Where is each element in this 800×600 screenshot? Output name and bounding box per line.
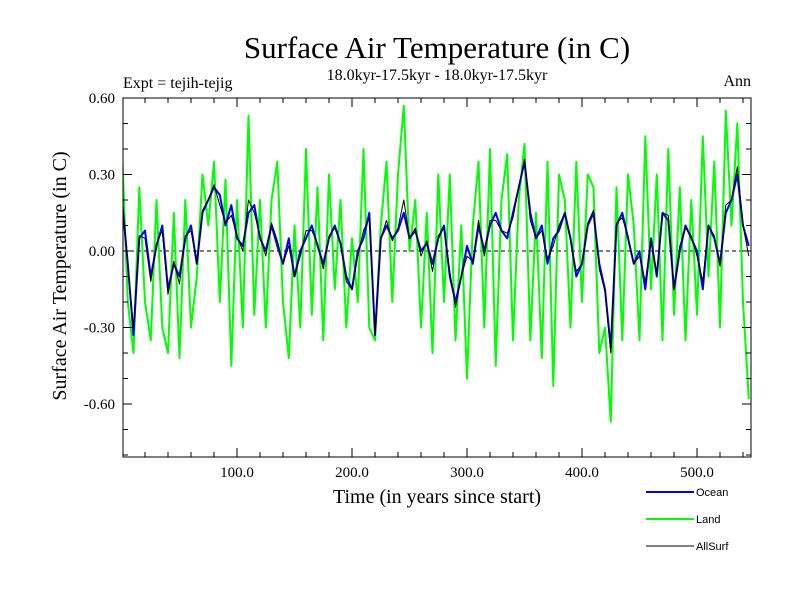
experiment-label: Expt = tejih-tejig bbox=[123, 75, 232, 92]
legend-label-land: Land bbox=[696, 514, 720, 526]
x-tick-label: 100.0 bbox=[220, 465, 254, 481]
x-tick-label: 300.0 bbox=[450, 465, 484, 481]
x-tick-label: 500.0 bbox=[680, 465, 714, 481]
x-tick-label: 200.0 bbox=[335, 465, 369, 481]
y-tick-label: 0.30 bbox=[89, 168, 115, 184]
series-layer bbox=[123, 104, 751, 423]
legend-label-allsurf: AllSurf bbox=[696, 541, 729, 553]
legend: Ocean Land AllSurf bbox=[646, 487, 729, 553]
x-axis-label: Time (in years since start) bbox=[333, 486, 541, 508]
series-line-land bbox=[123, 104, 750, 423]
y-tick-label: -0.30 bbox=[84, 321, 115, 337]
legend-label-ocean: Ocean bbox=[696, 487, 728, 499]
series-line-allsurf bbox=[123, 158, 750, 354]
y-tick-label: -0.60 bbox=[84, 397, 115, 413]
axes-layer: 100.0 200.0 300.0 400.0 500.0 0.60 0.30 0.00 -0.… bbox=[84, 91, 752, 481]
chart-subtitle: 18.0kyr-17.5kyr - 18.0kyr-17.5kyr bbox=[327, 67, 548, 84]
plot-frame bbox=[122, 97, 752, 458]
y-axis-label: Surface Air Temperature (in C) bbox=[49, 151, 71, 400]
chart-title: Surface Air Temperature (in C) bbox=[244, 30, 630, 65]
y-tick-label: 0.60 bbox=[89, 91, 115, 107]
x-tick-label: 400.0 bbox=[565, 465, 599, 481]
y-tick-label: 0.00 bbox=[89, 244, 115, 260]
season-label: Ann bbox=[723, 73, 751, 90]
